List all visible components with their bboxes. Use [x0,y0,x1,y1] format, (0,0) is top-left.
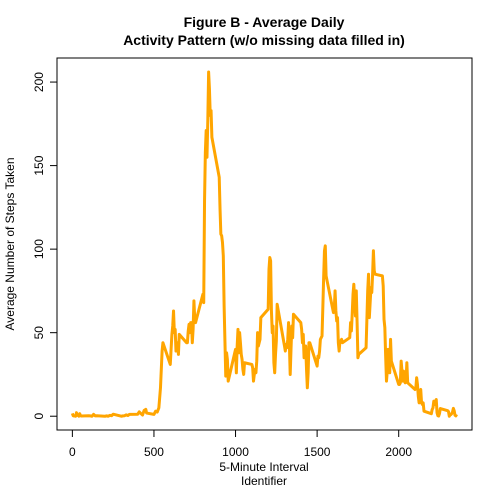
y-tick-label: 100 [32,239,46,259]
x-axis-label: Identifier [241,474,287,488]
x-tick-label: 1500 [304,445,331,459]
x-tick-label: 500 [144,445,164,459]
chart-title: Figure B - Average Daily [184,14,345,30]
data-line [70,70,458,418]
y-tick-label: 150 [32,155,46,175]
y-axis-label: Average Number of Steps Taken [3,158,17,331]
x-tick-label: 2000 [385,445,412,459]
y-tick-label: 50 [32,326,46,340]
y-tick-label: 0 [32,413,46,420]
x-axis-label: 5-Minute Interval [219,460,308,474]
chart-title: Activity Pattern (w/o missing data fille… [123,32,405,48]
x-tick-label: 1000 [222,445,249,459]
x-tick-label: 0 [69,445,76,459]
y-tick-label: 200 [32,72,46,92]
